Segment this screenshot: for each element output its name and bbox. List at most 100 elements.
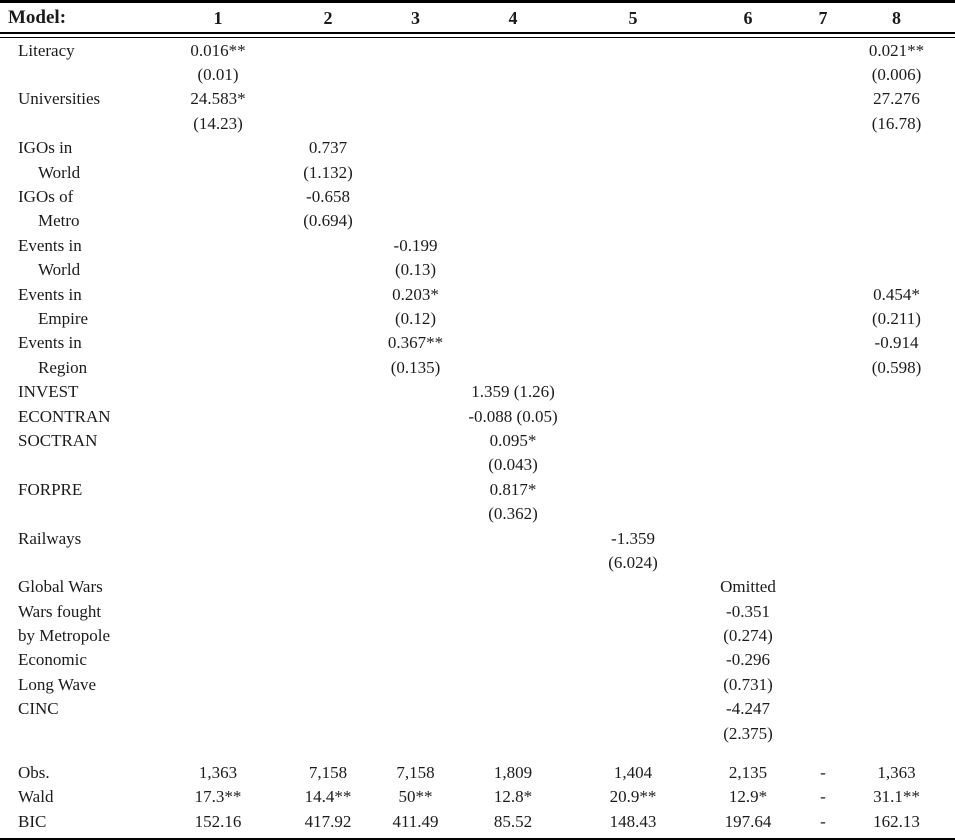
value-cell-model-4: 12.8* xyxy=(493,787,533,807)
table-body: Literacy 0.016** 0.021** (0.01) (0.006) Unive… xyxy=(0,33,955,839)
table-row: (0.043) xyxy=(0,453,955,477)
value-cell-model-3 xyxy=(383,550,448,574)
stats-row: BIC 152.16 417.92 411.49 85.52 148.43 197.64 - 1… xyxy=(0,809,955,833)
spacer-cell xyxy=(273,33,383,38)
value-cell-model-1 xyxy=(163,233,273,257)
value-cell-model-1 xyxy=(163,379,273,403)
table-row: ECONTRAN -0.088 (0.05) xyxy=(0,404,955,428)
value-cell-model-3 xyxy=(383,184,448,208)
value-cell-model-6 xyxy=(688,306,808,330)
value-cell-model-5 xyxy=(578,623,688,647)
table-row: by Metropole (0.274) xyxy=(0,623,955,647)
value-cell-model-2 xyxy=(273,453,383,477)
table-row: (2.375) xyxy=(0,721,955,745)
row-label: World xyxy=(38,260,81,280)
value-cell-model-1 xyxy=(163,331,273,355)
header-model-6: 6 xyxy=(688,1,808,34)
value-cell-model-7 xyxy=(808,209,838,233)
spacer-cell xyxy=(0,745,163,760)
value-cell-model-1 xyxy=(163,428,273,452)
value-cell-model-5 xyxy=(578,721,688,745)
value-cell-model-8 xyxy=(838,209,955,233)
row-label xyxy=(0,62,163,86)
value-cell-model-2 xyxy=(273,599,383,623)
spacer-cell xyxy=(808,745,838,760)
value-cell-model-7 xyxy=(808,428,838,452)
value-cell-model-6 xyxy=(688,233,808,257)
value-cell-model-7: - xyxy=(820,811,826,831)
value-cell-model-2 xyxy=(273,111,383,135)
value-cell-model-5: (6.024) xyxy=(608,552,658,572)
spacer-cell xyxy=(578,745,688,760)
value-cell-model-6: 12.9* xyxy=(728,787,768,807)
value-cell-model-1: (14.23) xyxy=(193,113,243,133)
value-cell-model-6 xyxy=(688,355,808,379)
row-label: World xyxy=(38,162,81,182)
value-cell-model-5 xyxy=(578,258,688,282)
value-cell-model-2 xyxy=(273,258,383,282)
value-cell-model-3 xyxy=(383,697,448,721)
value-cell-model-3: 50** xyxy=(398,787,433,807)
value-cell-model-8: 1,363 xyxy=(877,763,916,783)
row-label: Empire xyxy=(38,308,89,328)
value-cell-model-7 xyxy=(808,672,838,696)
value-cell-model-2 xyxy=(273,87,383,111)
value-cell-model-2 xyxy=(273,355,383,379)
row-label: Events in xyxy=(18,284,82,304)
spacer-cell xyxy=(448,745,578,760)
value-cell-model-4: -0.088 (0.05) xyxy=(468,406,558,426)
value-cell-model-2 xyxy=(273,550,383,574)
value-cell-model-7 xyxy=(808,379,838,403)
value-cell-model-6 xyxy=(688,550,808,574)
value-cell-model-6 xyxy=(688,477,808,501)
row-label: Metro xyxy=(38,211,80,231)
value-cell-model-8 xyxy=(838,379,955,403)
value-cell-model-2 xyxy=(273,331,383,355)
spacer-cell xyxy=(273,834,383,840)
value-cell-model-7 xyxy=(808,501,838,525)
value-cell-model-7 xyxy=(808,550,838,574)
value-cell-model-4 xyxy=(448,258,578,282)
table-row: Long Wave (0.731) xyxy=(0,672,955,696)
row-label: IGOs in xyxy=(18,138,73,158)
value-cell-model-6 xyxy=(688,111,808,135)
value-cell-model-7 xyxy=(808,233,838,257)
row-label: Railways xyxy=(18,528,82,548)
table-row: Railways -1.359 xyxy=(0,526,955,550)
value-cell-model-8 xyxy=(838,697,955,721)
value-cell-model-7 xyxy=(808,648,838,672)
header-double-rule xyxy=(0,33,955,38)
table-row: World (1.132) xyxy=(0,160,955,184)
value-cell-model-2 xyxy=(273,526,383,550)
value-cell-model-6 xyxy=(688,87,808,111)
row-label xyxy=(0,453,163,477)
value-cell-model-4 xyxy=(448,575,578,599)
row-label: SOCTRAN xyxy=(18,430,98,450)
table-row: IGOs in 0.737 xyxy=(0,136,955,160)
spacer-cell xyxy=(383,745,448,760)
value-cell-model-2 xyxy=(273,306,383,330)
value-cell-model-4 xyxy=(448,62,578,86)
row-label: Long Wave xyxy=(18,674,97,694)
value-cell-model-1 xyxy=(163,648,273,672)
value-cell-model-7: - xyxy=(820,787,826,807)
value-cell-model-5 xyxy=(578,599,688,623)
value-cell-model-5 xyxy=(578,160,688,184)
value-cell-model-3: (0.13) xyxy=(394,260,437,280)
spacer-cell xyxy=(838,745,955,760)
value-cell-model-4 xyxy=(448,550,578,574)
row-label: INVEST xyxy=(18,382,79,402)
value-cell-model-5 xyxy=(578,331,688,355)
value-cell-model-1 xyxy=(163,501,273,525)
value-cell-model-5 xyxy=(578,38,688,63)
row-label xyxy=(0,550,163,574)
value-cell-model-5 xyxy=(578,428,688,452)
value-cell-model-5 xyxy=(578,379,688,403)
value-cell-model-6: (0.274) xyxy=(723,626,773,646)
value-cell-model-2 xyxy=(273,721,383,745)
value-cell-model-7: - xyxy=(820,763,826,783)
row-label: Events in xyxy=(18,235,82,255)
value-cell-model-4 xyxy=(448,136,578,160)
value-cell-model-3: (0.135) xyxy=(390,357,441,377)
